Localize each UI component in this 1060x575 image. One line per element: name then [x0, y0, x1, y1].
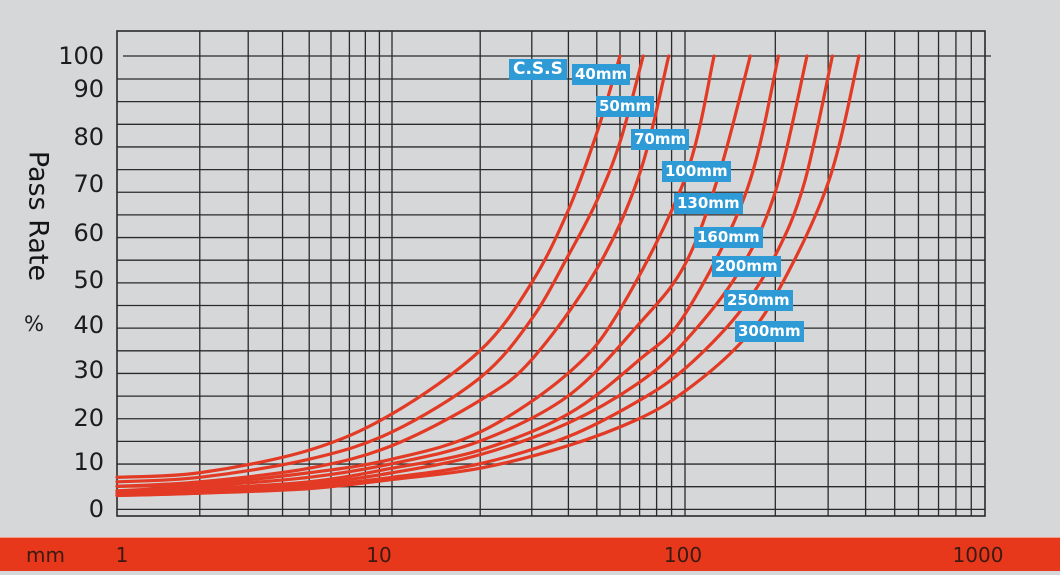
curve-label-50mm: 50mm [596, 96, 655, 117]
x-axis-unit: mm [26, 543, 65, 567]
curve-50mm [115, 54, 645, 484]
curve-200mm [115, 54, 809, 495]
x-tick-1: 1 [115, 543, 129, 567]
y-tick-80: 80 [73, 123, 104, 151]
y-tick-70: 70 [73, 170, 104, 198]
curve-label-130mm: 130mm [674, 193, 743, 214]
y-tick-60: 60 [73, 219, 104, 247]
curve-label-200mm: 200mm [712, 256, 781, 277]
y-axis-title: Pass Rate [22, 150, 54, 282]
y-tick-90: 90 [73, 75, 104, 103]
legend-header-css: C.S.S [509, 59, 567, 80]
y-tick-0: 0 [88, 495, 104, 523]
y-tick-30: 30 [73, 356, 104, 384]
curve-label-70mm: 70mm [631, 129, 690, 150]
x-tick-10: 10 [366, 543, 392, 567]
grid-lines [116, 30, 991, 517]
y-tick-100: 100 [58, 42, 104, 70]
curve-300mm [115, 54, 861, 498]
curve-label-100mm: 100mm [662, 161, 731, 182]
y-tick-20: 20 [73, 404, 104, 432]
y-tick-10: 10 [73, 448, 104, 476]
x-tick-100: 100 [663, 543, 703, 567]
curve-label-40mm: 40mm [572, 64, 631, 85]
curve-40mm [115, 54, 622, 479]
x-axis-bar [0, 537, 1060, 571]
y-tick-40: 40 [73, 311, 104, 339]
curve-label-160mm: 160mm [694, 227, 763, 248]
curve-label-300mm: 300mm [735, 321, 804, 342]
y-tick-50: 50 [73, 266, 104, 294]
curve-100mm [115, 54, 716, 488]
y-axis-unit: % [24, 312, 44, 336]
curve-250mm [115, 54, 835, 498]
curve-70mm [115, 54, 671, 488]
x-tick-1000: 1000 [952, 543, 1004, 567]
curve-label-250mm: 250mm [724, 290, 793, 311]
